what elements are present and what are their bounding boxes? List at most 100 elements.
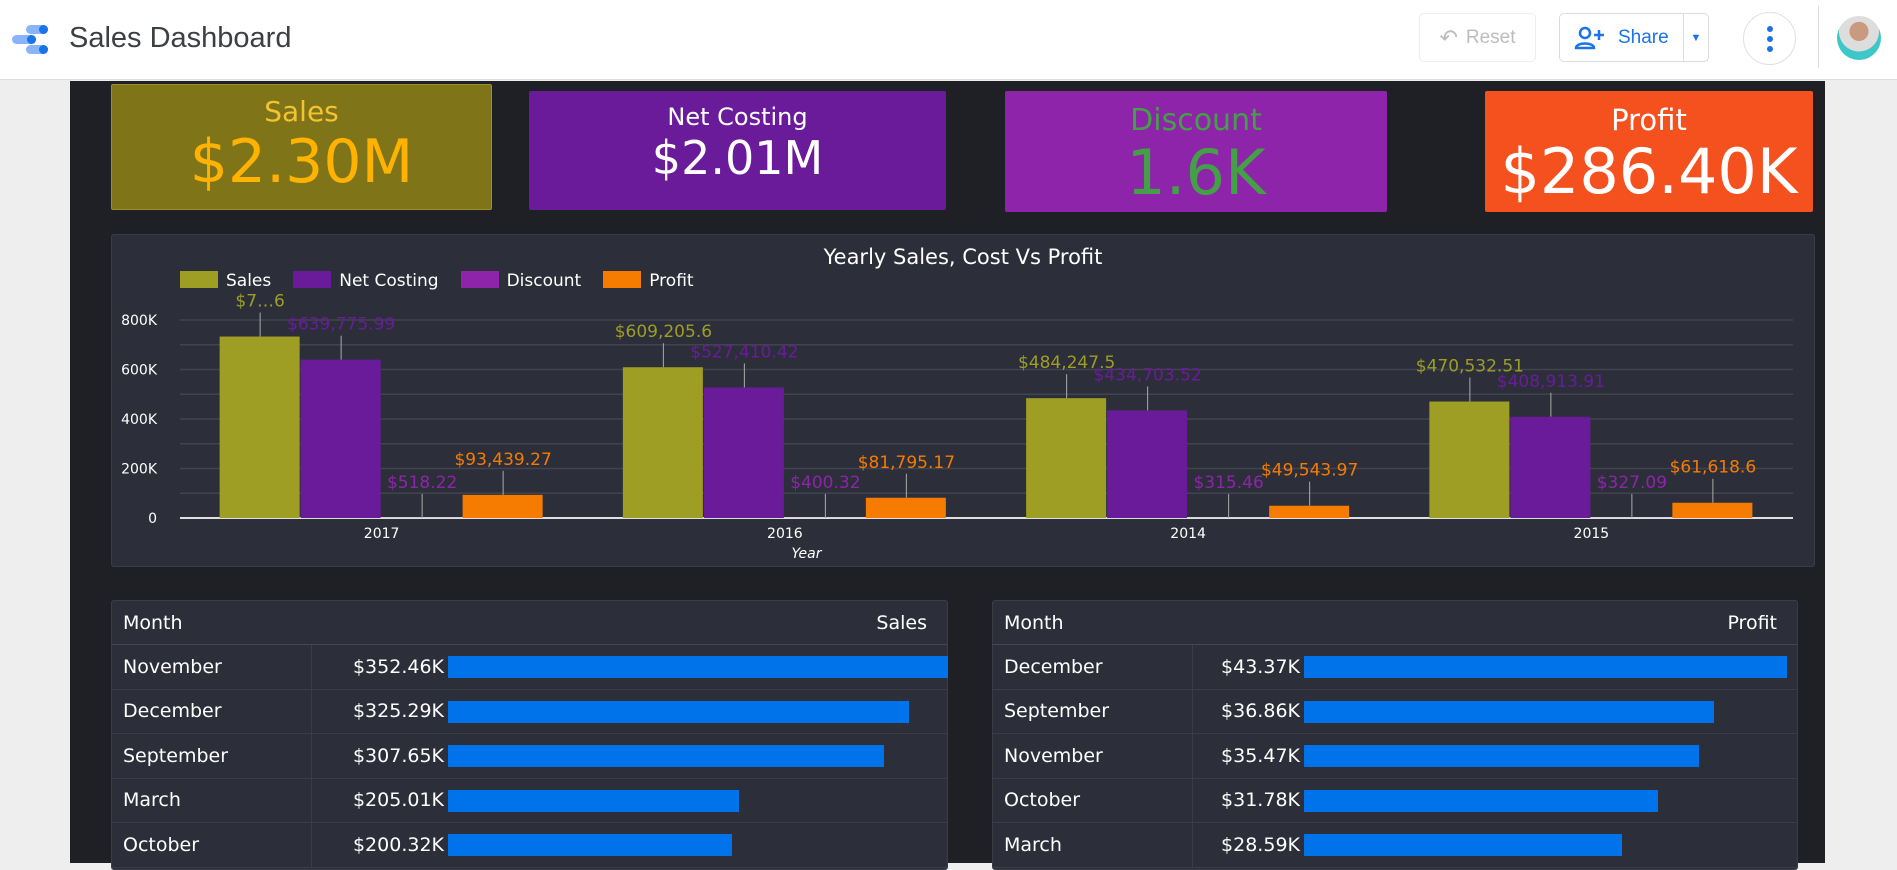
data-label: $49,543.97 [1261, 461, 1358, 481]
table-row[interactable]: October $200.32K [112, 823, 947, 868]
data-label: $639,775.99 [287, 315, 395, 335]
top-bar: Sales Dashboard ↶ Reset Share ▼ [0, 0, 1897, 80]
month-cell: November [993, 734, 1193, 778]
undo-icon: ↶ [1439, 25, 1457, 51]
table-row[interactable]: October $31.78K [993, 779, 1797, 824]
month-cell: October [993, 779, 1193, 823]
value-cell: $36.86K [1221, 700, 1300, 722]
data-label: $434,703.52 [1094, 365, 1202, 385]
table-header: Month Sales [112, 601, 947, 645]
month-cell: December [993, 645, 1193, 689]
data-label: $518.22 [387, 473, 457, 493]
column-profit[interactable]: Profit [1727, 612, 1777, 634]
value-cell: $205.01K [353, 789, 444, 811]
value-cell: $307.65K [353, 745, 444, 767]
bar-net-costing [1510, 417, 1590, 518]
bar-sales [1429, 402, 1509, 518]
bar-net-costing [1107, 410, 1187, 518]
bar-net-costing [301, 360, 381, 518]
x-tick-label: 2014 [1170, 526, 1206, 542]
value-bar [1304, 745, 1699, 767]
table-row[interactable]: March $205.01K [112, 779, 947, 824]
value-cell: $28.59K [1221, 834, 1300, 856]
value-bar [448, 745, 884, 767]
kpi-discount: Discount 1.6K [1005, 91, 1387, 212]
y-tick-label: 400K [121, 412, 158, 428]
month-cell: March [993, 823, 1193, 867]
table-row[interactable]: September $36.86K [993, 690, 1797, 735]
kpi-sales: Sales $2.30M [111, 84, 492, 210]
data-label: $527,410.42 [690, 342, 798, 362]
value-cell: $325.29K [353, 700, 444, 722]
table-row[interactable]: November $35.47K [993, 734, 1797, 779]
table-row[interactable]: November $352.46K [112, 645, 947, 690]
month-cell: March [112, 779, 312, 823]
table-row[interactable]: December $43.37K [993, 645, 1797, 690]
share-label: Share [1618, 27, 1669, 49]
value-bar [1304, 790, 1658, 812]
data-label: $315.46 [1193, 473, 1263, 493]
value-cell: $35.47K [1221, 745, 1300, 767]
data-label: $400.32 [790, 473, 860, 493]
month-cell: November [112, 645, 312, 689]
value-bar [448, 790, 739, 812]
month-cell: October [112, 823, 312, 867]
user-avatar[interactable] [1837, 16, 1881, 60]
table-row[interactable]: September $307.65K [112, 734, 947, 779]
add-person-icon [1574, 26, 1606, 50]
kpi-value: $2.30M [112, 128, 491, 196]
table-row[interactable]: December $325.29K [112, 690, 947, 735]
data-label: $609,205.6 [615, 322, 712, 342]
divider [1818, 6, 1819, 68]
kpi-value: 1.6K [1005, 138, 1387, 208]
column-sales[interactable]: Sales [876, 612, 927, 634]
profit-by-month-table: Month Profit December $43.37K September $… [992, 600, 1798, 870]
data-studio-logo-icon [12, 22, 52, 56]
x-tick-label: 2017 [364, 526, 400, 542]
bar-profit [1269, 506, 1349, 518]
bar-profit [1672, 503, 1752, 518]
month-cell: September [993, 690, 1193, 734]
data-label: $408,913.91 [1497, 372, 1605, 392]
value-bar [1304, 701, 1714, 723]
data-label: $327.09 [1597, 473, 1667, 493]
column-month[interactable]: Month [1004, 612, 1064, 634]
kpi-label: Discount [1005, 103, 1387, 138]
share-button[interactable]: Share ▼ [1559, 13, 1709, 62]
table-header: Month Profit [993, 601, 1797, 645]
y-tick-label: 0 [148, 511, 157, 527]
share-dropdown-icon[interactable]: ▼ [1684, 32, 1708, 44]
report-canvas: Sales $2.30M Net Costing $2.01M Discount… [70, 81, 1825, 863]
table-row[interactable]: March $28.59K [993, 823, 1797, 868]
column-month[interactable]: Month [123, 612, 183, 634]
value-bar [448, 834, 732, 856]
value-cell: $43.37K [1221, 656, 1300, 678]
bar-profit [463, 495, 543, 518]
y-tick-label: 600K [121, 363, 158, 379]
month-cell: September [112, 734, 312, 778]
bar-sales [623, 367, 703, 518]
bar-chart: 0 200K 400K 600K 800K 2017 $7…6$639,775.99 $518… [112, 235, 1816, 568]
value-bar [448, 701, 909, 723]
kpi-net-costing: Net Costing $2.01M [529, 91, 946, 210]
bar-profit [866, 498, 946, 518]
y-tick-label: 800K [121, 313, 158, 329]
reset-label: Reset [1466, 27, 1516, 49]
value-cell: $31.78K [1221, 789, 1300, 811]
report-title: Sales Dashboard [69, 22, 291, 55]
more-options-button[interactable] [1743, 12, 1796, 65]
data-label: $81,795.17 [858, 453, 955, 473]
value-bar [1304, 834, 1622, 856]
reset-button[interactable]: ↶ Reset [1419, 13, 1536, 62]
kpi-profit: Profit $286.40K [1485, 91, 1813, 212]
data-label: $7…6 [235, 292, 284, 312]
bar-sales [1026, 398, 1106, 518]
bar-net-costing [704, 387, 784, 518]
value-cell: $200.32K [353, 834, 444, 856]
month-cell: December [112, 690, 312, 734]
sales-by-month-table: Month Sales November $352.46K December $3… [111, 600, 948, 870]
data-label: $93,439.27 [454, 450, 551, 470]
y-tick-label: 200K [121, 462, 158, 478]
kpi-label: Profit [1485, 103, 1813, 137]
